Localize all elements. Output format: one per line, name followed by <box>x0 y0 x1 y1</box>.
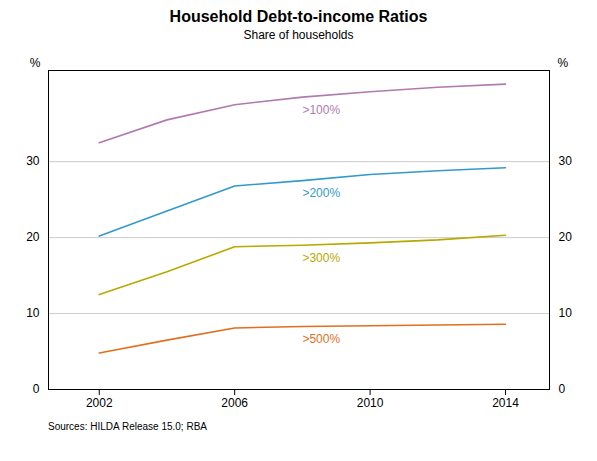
svg-text:2002: 2002 <box>86 396 113 410</box>
svg-text:20: 20 <box>26 230 40 244</box>
html-text:Household Debt-to-income Ratio: Household Debt-to-income Ratios <box>169 8 428 25</box>
svg-text:>100%: >100% <box>302 103 340 117</box>
svg-text:>500%: >500% <box>302 332 340 346</box>
svg-text:>300%: >300% <box>302 251 340 265</box>
html-text:Share of households: Share of households <box>243 28 354 42</box>
svg-text:2010: 2010 <box>357 396 384 410</box>
svg-text:0: 0 <box>559 382 566 396</box>
svg-text:30: 30 <box>559 154 573 168</box>
svg-text:%: % <box>30 56 41 70</box>
svg-text:%: % <box>558 56 569 70</box>
svg-text:>200%: >200% <box>302 186 340 200</box>
svg-text:20: 20 <box>559 230 573 244</box>
svg-text:2014: 2014 <box>492 396 519 410</box>
svg-text:2006: 2006 <box>221 396 248 410</box>
html-text:Sources: HILDA Release 15.0; R: Sources: HILDA Release 15.0; RBA <box>48 421 207 432</box>
svg-text:10: 10 <box>26 306 40 320</box>
svg-text:0: 0 <box>33 382 40 396</box>
svg-text:10: 10 <box>559 306 573 320</box>
svg-text:30: 30 <box>26 154 40 168</box>
